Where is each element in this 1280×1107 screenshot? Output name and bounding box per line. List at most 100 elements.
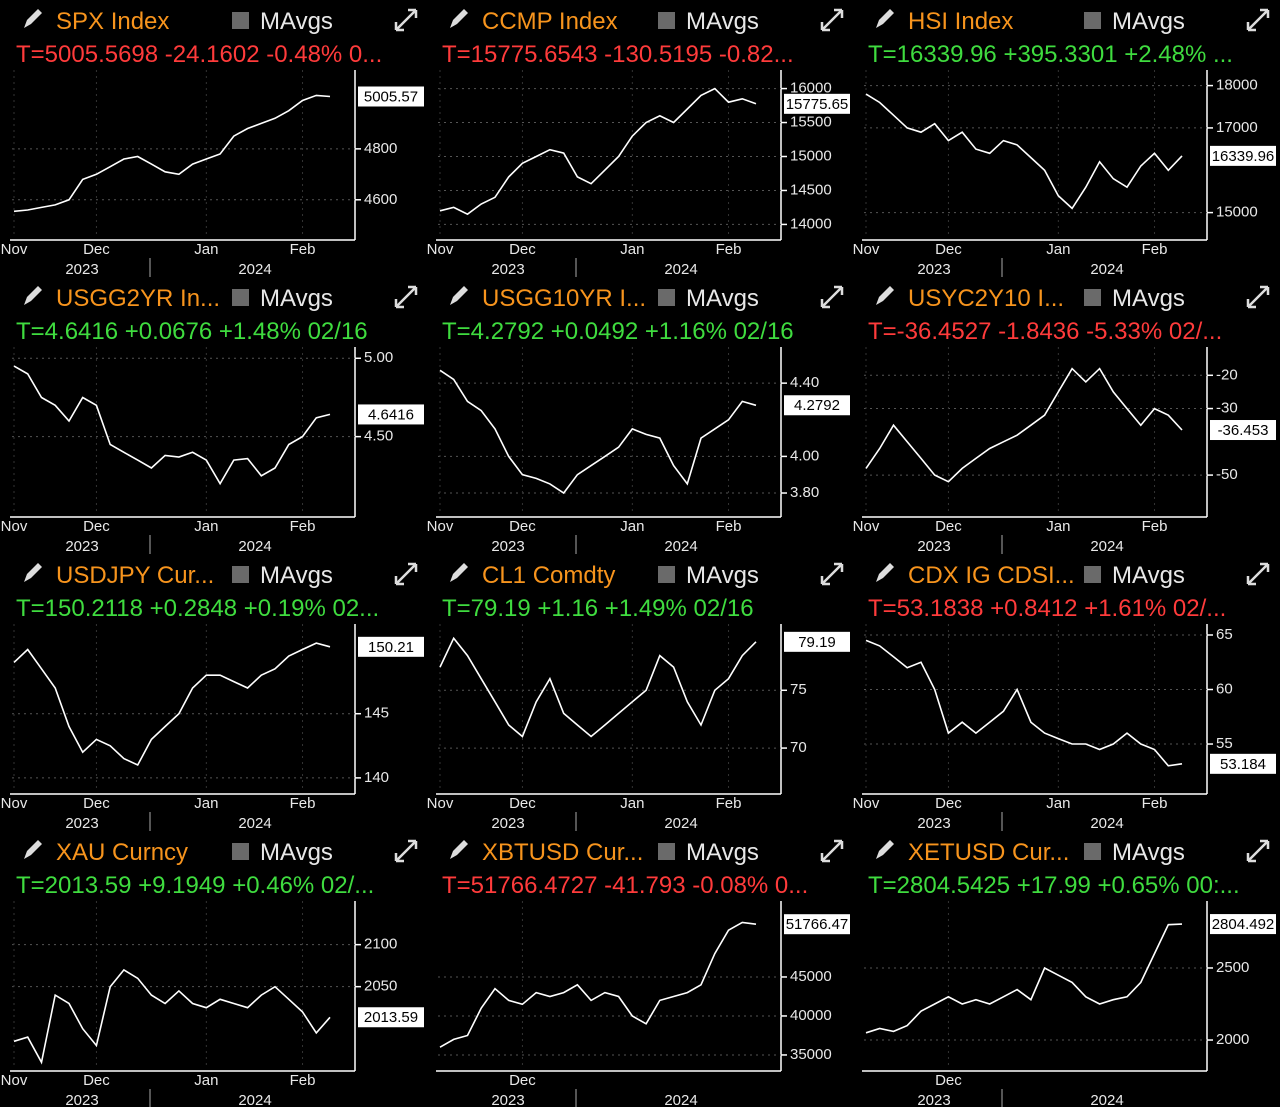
y-tick-label: -50 <box>1216 466 1238 483</box>
x-tick-label: Dec <box>83 241 110 258</box>
year-label: 2024 <box>238 815 271 831</box>
chart-title[interactable]: USGG10YR I... <box>482 285 646 312</box>
y-tick-label: 16000 <box>790 80 832 97</box>
y-tick-label: 15000 <box>790 147 832 164</box>
x-tick-label: Nov <box>853 241 880 258</box>
expand-icon[interactable] <box>820 8 844 32</box>
expand-icon[interactable] <box>820 839 844 863</box>
mavgs-label[interactable]: MAvgs <box>260 285 333 312</box>
year-label: 2024 <box>664 815 697 831</box>
mavgs-label[interactable]: MAvgs <box>1112 562 1185 589</box>
edit-icon[interactable] <box>450 563 468 582</box>
mavgs-checkbox[interactable] <box>1084 289 1101 306</box>
edit-icon[interactable] <box>24 9 42 28</box>
expand-icon[interactable] <box>1246 839 1270 863</box>
chart-title[interactable]: SPX Index <box>56 8 169 35</box>
x-tick-label: Nov <box>1 518 28 535</box>
price-line <box>13 94 331 213</box>
x-tick-label: Jan <box>1046 518 1070 535</box>
last-value-box <box>784 914 850 935</box>
mavgs-label[interactable]: MAvgs <box>1112 8 1185 35</box>
x-tick-label: Jan <box>194 518 218 535</box>
year-label: 2024 <box>238 538 271 554</box>
mavgs-label[interactable]: MAvgs <box>260 839 333 866</box>
chart-title[interactable]: USDJPY Cur... <box>56 562 214 589</box>
chart-panel: XETUSD Cur... MAvgs T=2804.5425 +17.99 +0.… <box>862 839 1276 1107</box>
edit-icon[interactable] <box>24 286 42 305</box>
x-tick-label: Dec <box>509 241 536 258</box>
last-value-label: 5005.57 <box>364 88 418 105</box>
mavgs-label[interactable]: MAvgs <box>686 8 759 35</box>
chart-title[interactable]: XETUSD Cur... <box>908 839 1069 866</box>
mavgs-checkbox[interactable] <box>232 289 249 306</box>
mavgs-label[interactable]: MAvgs <box>686 562 759 589</box>
x-tick-label: Feb <box>290 241 316 258</box>
mavgs-checkbox[interactable] <box>1084 566 1101 583</box>
expand-icon[interactable] <box>1246 8 1270 32</box>
chart-title[interactable]: USGG2YR In... <box>56 285 220 312</box>
year-label: 2023 <box>65 538 98 554</box>
y-tick-label: 55 <box>1216 735 1233 752</box>
x-tick-label: Feb <box>716 518 742 535</box>
year-label: 2023 <box>491 261 524 277</box>
chart-panel: XAU Curncy MAvgs T=2013.59 +9.1949 +0.46% … <box>1 839 424 1107</box>
expand-icon[interactable] <box>820 562 844 586</box>
edit-icon[interactable] <box>24 563 42 582</box>
edit-icon[interactable] <box>450 9 468 28</box>
ticker-line: T=150.2118 +0.2848 +0.19% 02... <box>16 595 379 622</box>
x-tick-label: Feb <box>1142 518 1168 535</box>
price-line <box>865 367 1183 483</box>
price-line <box>13 968 331 1065</box>
expand-icon[interactable] <box>1246 562 1270 586</box>
edit-icon[interactable] <box>876 286 894 305</box>
mavgs-checkbox[interactable] <box>232 12 249 29</box>
expand-icon[interactable] <box>394 839 418 863</box>
mavgs-label[interactable]: MAvgs <box>260 8 333 35</box>
mavgs-label[interactable]: MAvgs <box>1112 839 1185 866</box>
mavgs-label[interactable]: MAvgs <box>686 285 759 312</box>
x-tick-label: Feb <box>290 518 316 535</box>
mavgs-label[interactable]: MAvgs <box>260 562 333 589</box>
mavgs-checkbox[interactable] <box>1084 843 1101 860</box>
mavgs-checkbox[interactable] <box>232 843 249 860</box>
mavgs-checkbox[interactable] <box>658 566 675 583</box>
expand-icon[interactable] <box>394 285 418 309</box>
mavgs-checkbox[interactable] <box>658 12 675 29</box>
chart-title[interactable]: XBTUSD Cur... <box>482 839 643 866</box>
edit-icon[interactable] <box>876 563 894 582</box>
price-line <box>439 369 757 495</box>
y-tick-label: -30 <box>1216 400 1238 417</box>
last-value-box <box>358 404 424 425</box>
mavgs-checkbox[interactable] <box>1084 12 1101 29</box>
price-line <box>439 636 757 738</box>
year-label: 2023 <box>491 1092 524 1107</box>
mavgs-label[interactable]: MAvgs <box>1112 285 1185 312</box>
chart-title[interactable]: XAU Curncy <box>56 839 188 866</box>
expand-icon[interactable] <box>820 285 844 309</box>
mavgs-checkbox[interactable] <box>658 289 675 306</box>
price-line <box>439 87 757 216</box>
edit-icon[interactable] <box>876 840 894 859</box>
mavgs-checkbox[interactable] <box>658 843 675 860</box>
last-value-label: -36.453 <box>1218 422 1269 439</box>
x-tick-label: Jan <box>1046 795 1070 812</box>
edit-icon[interactable] <box>450 286 468 305</box>
edit-icon[interactable] <box>876 9 894 28</box>
chart-title[interactable]: CDX IG CDSI... <box>908 562 1075 589</box>
chart-title[interactable]: USYC2Y10 I... <box>908 285 1064 312</box>
x-tick-label: Dec <box>509 1072 536 1089</box>
y-tick-label: -20 <box>1216 366 1238 383</box>
ticker-line: T=4.2792 +0.0492 +1.16% 02/16 <box>442 318 794 345</box>
expand-icon[interactable] <box>394 562 418 586</box>
chart-title[interactable]: HSI Index <box>908 8 1013 35</box>
mavgs-checkbox[interactable] <box>232 566 249 583</box>
expand-icon[interactable] <box>394 8 418 32</box>
edit-icon[interactable] <box>450 840 468 859</box>
expand-icon[interactable] <box>1246 285 1270 309</box>
edit-icon[interactable] <box>24 840 42 859</box>
chart-title[interactable]: CCMP Index <box>482 8 618 35</box>
chart-title[interactable]: CL1 Comdty <box>482 562 615 589</box>
mavgs-label[interactable]: MAvgs <box>686 839 759 866</box>
ticker-line: T=4.6416 +0.0676 +1.48% 02/16 <box>16 318 368 345</box>
